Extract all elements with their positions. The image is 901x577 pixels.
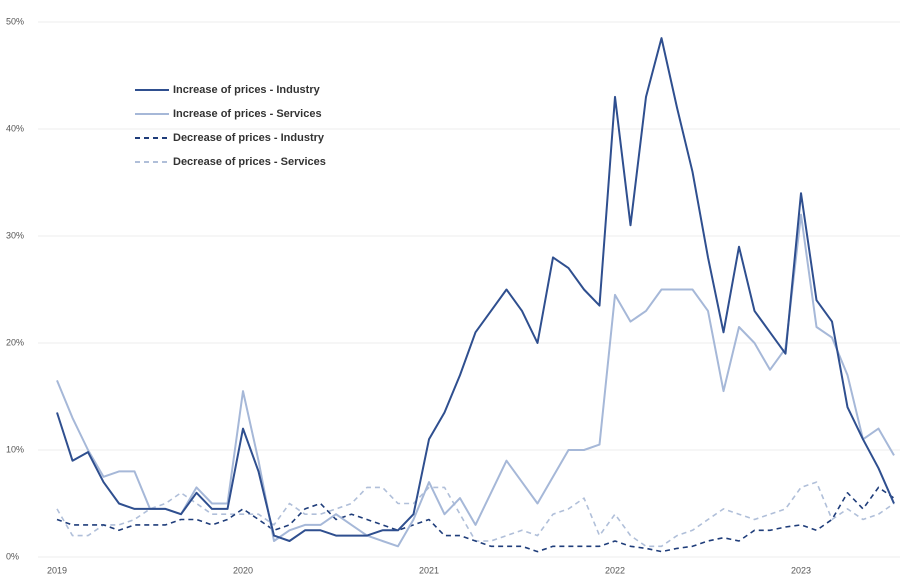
legend: Increase of prices - Industry Increase of… xyxy=(135,84,326,168)
series-line xyxy=(56,481,895,548)
y-tick-label: 20% xyxy=(6,337,24,347)
series-line xyxy=(56,213,895,548)
series-line xyxy=(56,486,895,553)
x-tick-label: 2023 xyxy=(791,565,811,575)
legend-label: Increase of prices - Industry xyxy=(173,84,321,96)
legend-label: Decrease of prices - Industry xyxy=(173,132,325,144)
x-tick-label: 2020 xyxy=(233,565,253,575)
series-line xyxy=(56,37,895,542)
x-tick-label: 2019 xyxy=(47,565,67,575)
y-tick-label: 10% xyxy=(6,444,24,454)
legend-label: Decrease of prices - Services xyxy=(173,156,326,168)
y-tick-label: 30% xyxy=(6,230,24,240)
y-tick-label: 50% xyxy=(6,16,24,26)
y-tick-label: 40% xyxy=(6,123,24,133)
x-tick-label: 2021 xyxy=(419,565,439,575)
legend-label: Increase of prices - Services xyxy=(173,108,322,120)
y-tick-label: 0% xyxy=(6,551,19,561)
x-tick-label: 2022 xyxy=(605,565,625,575)
